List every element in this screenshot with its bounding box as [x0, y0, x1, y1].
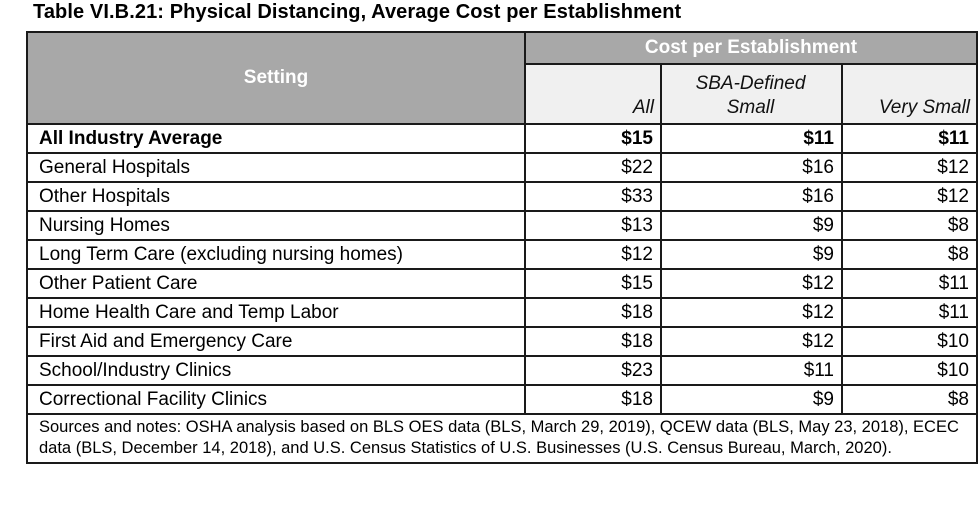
- all-cost-cell: $33: [524, 181, 662, 212]
- sba-small-cost-cell: $12: [660, 297, 843, 328]
- notes-row: Sources and notes: OSHA analysis based o…: [26, 413, 978, 464]
- very-small-cost-cell: $10: [841, 326, 978, 357]
- sba-small-cost-cell: $9: [660, 384, 843, 415]
- very-small-cost-cell: $11: [841, 123, 978, 154]
- table-row-average: All Industry Average $15 $11 $11: [26, 123, 978, 154]
- col-sba-line1: SBA-Defined: [695, 73, 806, 94]
- very-small-cost-cell: $8: [841, 210, 978, 241]
- all-cost-cell: $22: [524, 152, 662, 183]
- all-cost-cell: $18: [524, 326, 662, 357]
- header-row-group: Setting Cost per Establishment: [26, 31, 978, 125]
- sba-small-cost-cell: $12: [660, 268, 843, 299]
- setting-cell: Nursing Homes: [26, 210, 526, 241]
- setting-cell: Home Health Care and Temp Labor: [26, 297, 526, 328]
- setting-cell: School/Industry Clinics: [26, 355, 526, 386]
- table-row: Nursing Homes $13 $9 $8: [26, 210, 978, 241]
- sba-small-cost-cell: $12: [660, 326, 843, 357]
- very-small-cost-cell: $12: [841, 152, 978, 183]
- setting-cell: First Aid and Emergency Care: [26, 326, 526, 357]
- col-very-small-header: Very Small: [841, 63, 978, 125]
- header-row-columns: All SBA-Defined Small Very Small: [27, 63, 978, 125]
- table-row: Other Patient Care $15 $12 $11: [26, 268, 978, 299]
- all-cost-cell: $23: [524, 355, 662, 386]
- setting-cell: Other Hospitals: [26, 181, 526, 212]
- all-cost-cell: $15: [524, 123, 662, 154]
- col-sba-small-header: SBA-Defined Small: [660, 63, 843, 125]
- table-row: Long Term Care (excluding nursing homes)…: [26, 239, 978, 270]
- sba-small-cost-cell: $9: [660, 239, 843, 270]
- table-row: School/Industry Clinics $23 $11 $10: [26, 355, 978, 386]
- sba-small-cost-cell: $16: [660, 181, 843, 212]
- table-row: General Hospitals $22 $16 $12: [26, 152, 978, 183]
- setting-cell: All Industry Average: [26, 123, 526, 154]
- table-row: Correctional Facility Clinics $18 $9 $8: [26, 384, 978, 415]
- very-small-cost-cell: $8: [841, 239, 978, 270]
- sources-notes: Sources and notes: OSHA analysis based o…: [26, 413, 978, 464]
- very-small-cost-cell: $10: [841, 355, 978, 386]
- table-row: First Aid and Emergency Care $18 $12 $10: [26, 326, 978, 357]
- col-all-header: All: [524, 63, 662, 125]
- very-small-cost-cell: $12: [841, 181, 978, 212]
- all-cost-cell: $18: [524, 384, 662, 415]
- col-sba-line2: Small: [726, 97, 775, 118]
- all-cost-cell: $12: [524, 239, 662, 270]
- all-cost-cell: $13: [524, 210, 662, 241]
- setting-header: Setting: [26, 31, 526, 125]
- cost-table: Setting Cost per Establishment All SBA-D…: [26, 31, 978, 464]
- setting-cell: Correctional Facility Clinics: [26, 384, 526, 415]
- setting-cell: Long Term Care (excluding nursing homes): [26, 239, 526, 270]
- sba-small-cost-cell: $11: [660, 355, 843, 386]
- table-row: Other Hospitals $33 $16 $12: [26, 181, 978, 212]
- very-small-cost-cell: $11: [841, 297, 978, 328]
- setting-cell: Other Patient Care: [26, 268, 526, 299]
- table-title: Table VI.B.21: Physical Distancing, Aver…: [33, 1, 682, 23]
- table-row: Home Health Care and Temp Labor $18 $12 $11: [26, 297, 978, 328]
- sba-small-cost-cell: $11: [660, 123, 843, 154]
- cost-per-establishment-header: Cost per Establishment: [524, 31, 978, 65]
- setting-cell: General Hospitals: [26, 152, 526, 183]
- all-cost-cell: $15: [524, 268, 662, 299]
- very-small-cost-cell: $8: [841, 384, 978, 415]
- sba-small-cost-cell: $9: [660, 210, 843, 241]
- sba-small-cost-cell: $16: [660, 152, 843, 183]
- very-small-cost-cell: $11: [841, 268, 978, 299]
- all-cost-cell: $18: [524, 297, 662, 328]
